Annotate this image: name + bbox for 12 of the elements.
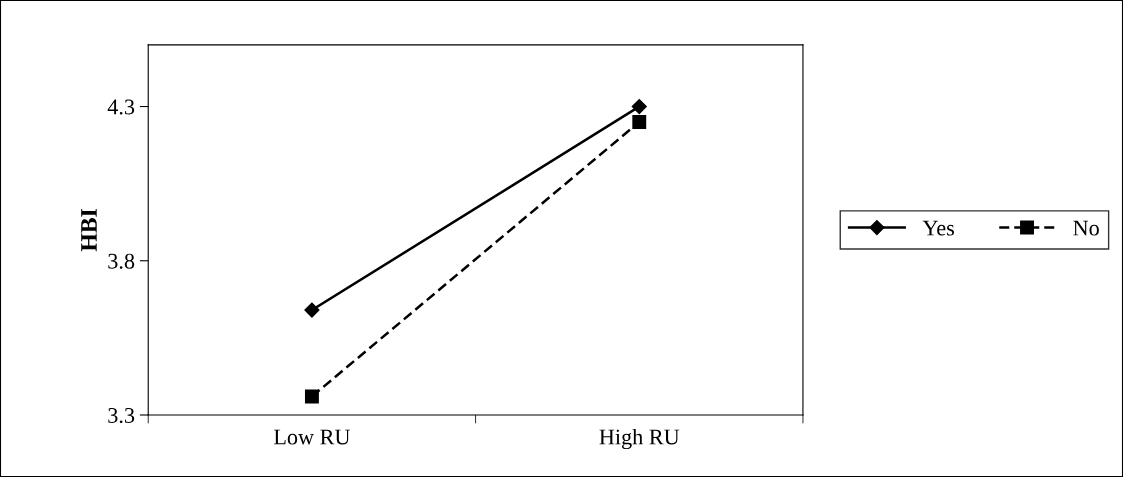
legend-label: No: [1073, 220, 1099, 236]
point: [632, 115, 647, 129]
y-tick-label: 3.8: [108, 253, 135, 269]
y-tick-label: 3.3: [108, 407, 135, 424]
y-axis-title: HBI: [81, 209, 97, 252]
point: [631, 98, 647, 115]
point: [304, 389, 319, 404]
legend-label: Yes: [922, 220, 954, 236]
x-tick-label: High RU: [599, 428, 680, 450]
point: [304, 302, 320, 318]
y-tick-label: 4.3: [107, 99, 135, 115]
x-tick-label: Low RU: [273, 429, 351, 445]
